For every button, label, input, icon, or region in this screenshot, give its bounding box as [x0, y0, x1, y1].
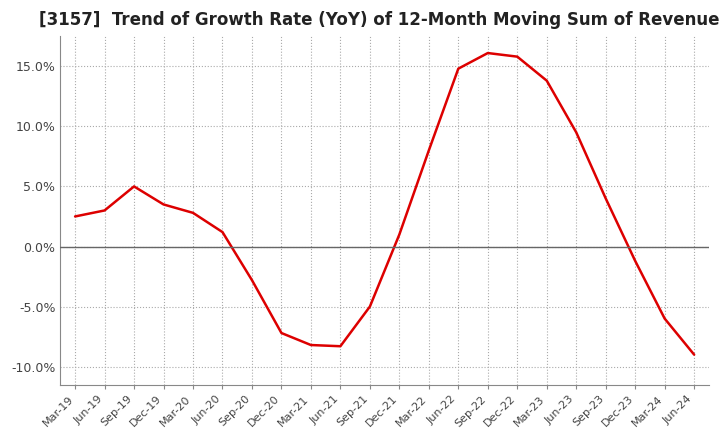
Title: [3157]  Trend of Growth Rate (YoY) of 12-Month Moving Sum of Revenues: [3157] Trend of Growth Rate (YoY) of 12-…: [40, 11, 720, 29]
